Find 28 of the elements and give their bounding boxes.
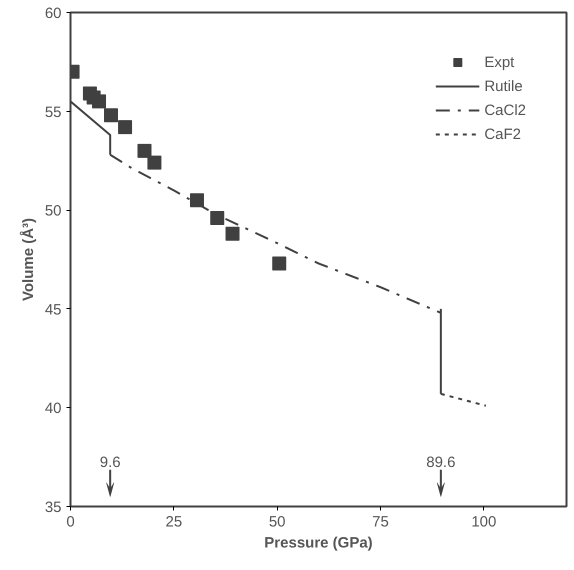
point [210,211,224,226]
point [147,156,162,170]
point [118,120,132,134]
point [137,144,152,158]
point [226,226,240,241]
x-tick-label: 0 [66,514,75,530]
x-tick-label: 25 [165,514,182,530]
ref-line-label: 9.6 [100,454,121,471]
x-axis-title: Pressure (GPa) [264,534,373,552]
y-axis-title: Volume (Å³) [18,218,37,302]
point [92,94,106,108]
point [104,108,118,122]
y-tick-label: 55 [44,104,62,121]
legend-label: Expt [484,54,514,70]
y-tick-label: 60 [44,5,62,22]
y-tick-label: 35 [44,499,62,516]
point [272,256,286,270]
x-tick-label: 50 [268,514,286,530]
ref-line-label: 89.6 [426,454,456,471]
y-tick-label: 40 [44,400,62,418]
y-tick-label: 50 [44,202,62,220]
x-tick-label: 100 [471,514,496,530]
legend-label: CaCl2 [484,102,526,118]
legend-label: CaF2 [484,126,521,142]
legend-label: Rutile [484,78,523,94]
y-tick-label: 45 [44,301,62,318]
point [190,193,204,208]
x-tick-label: 75 [372,514,389,530]
